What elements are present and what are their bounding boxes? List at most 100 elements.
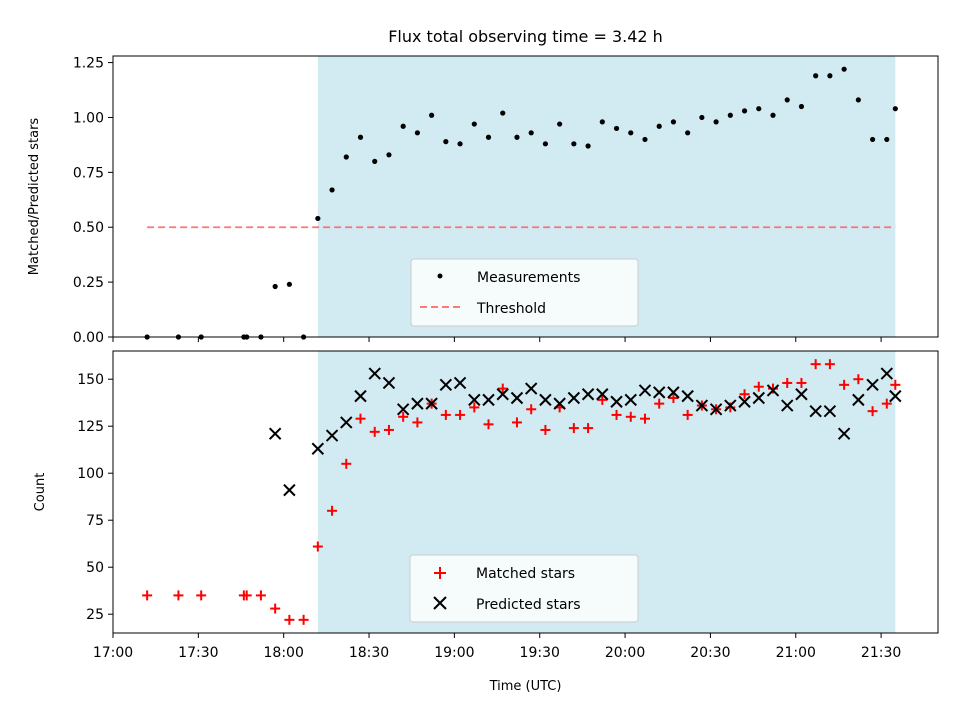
measurement-point [656,123,662,129]
predicted-star-point [781,399,794,412]
matched-star-point [284,614,295,625]
measurement-point [727,112,733,118]
count-legend: Matched stars Predicted stars [409,554,639,623]
x-tick-label: 17:30 [178,645,218,661]
matched-star-point [810,359,821,370]
matched-star-point [796,377,807,388]
matched-star-point [540,424,551,435]
measurement-point [884,136,890,143]
predicted-star-point [596,388,609,401]
predicted-star-point [382,376,396,390]
measurement-point [599,119,605,125]
predicted-star-point [709,403,723,416]
predicted-star-point [510,391,524,405]
matched-star-point [369,426,380,437]
predicted-star-point [368,367,381,380]
legend-label-predicted-stars: Predicted stars [476,597,581,613]
predicted-star-point [889,389,902,403]
matched-star-point [890,379,901,390]
ratio-y-tick-label: 0.00 [73,330,104,346]
measurement-point [286,281,292,287]
measurement-point [485,134,492,140]
predicted-star-point [738,395,751,408]
matched-star-point [611,409,622,420]
count-panel: 25 50 75 100 125 150 17:00 17:30 18:00 18:30 19:0… [33,350,939,694]
measurement-point [443,139,449,145]
measurement-point [329,187,335,193]
measurement-point [272,283,278,290]
measurement-point [827,73,833,79]
matched-star-point [639,413,650,424]
matched-star-point [483,419,494,430]
measurement-point [571,141,577,147]
measurement-point [557,121,563,127]
predicted-star-point [766,384,780,397]
count-y-tick-label: 150 [77,372,104,388]
matched-star-point [455,409,466,420]
measurement-point [414,130,420,136]
ratio-y-tick-label: 0.75 [73,165,104,181]
count-x-ticks: 17:00 17:30 18:00 18:30 19:00 19:30 20:00 20:30… [93,633,901,661]
legend-label-threshold: Threshold [476,301,546,317]
ratio-y-tick-label: 1.25 [73,56,104,72]
matched-star-point [469,402,480,413]
matched-star-point [881,398,892,409]
measurement-point [892,106,898,112]
matched-star-point [173,590,184,601]
matched-star-point [270,603,281,614]
ratio-y-tick-label: 1.00 [73,110,104,126]
matched-star-point [142,590,153,601]
matched-star-point [824,359,835,370]
legend-label-matched-stars: Matched stars [476,566,575,582]
predicted-star-point [268,427,282,440]
predicted-star-point [809,404,822,418]
count-y-ticks: 25 50 75 100 125 150 [77,372,113,623]
measurement-point [585,143,591,149]
matched-star-point [241,590,252,601]
predicted-star-point [610,395,623,408]
ratio-y-tick-label: 0.50 [73,220,104,236]
matched-star-point [753,381,764,392]
matched-star-point [298,614,309,625]
x-tick-label: 20:30 [690,645,730,661]
measurement-point [699,114,705,121]
measurement-point [813,73,819,79]
measurement-point [357,134,364,140]
predicted-star-point [567,391,581,405]
measurement-point [628,130,634,136]
predicted-star-point [695,399,709,412]
matched-stars-points [142,359,901,625]
predicted-star-point [325,429,339,442]
x-tick-label: 21:30 [861,645,901,661]
matched-star-point [597,394,608,405]
predicted-star-point [411,397,424,410]
measurement-point [429,112,435,118]
predicted-star-point [539,393,552,407]
predicted-star-point [496,388,509,401]
matched-star-point [782,377,793,388]
measurement-point [542,141,549,147]
matched-star-point [768,383,778,394]
predicted-star-point [852,393,865,407]
measurement-point [471,121,477,127]
measurement-point [642,136,648,143]
x-tick-label: 18:30 [349,645,389,661]
x-tick-label: 21:00 [776,645,816,661]
matched-star-point [725,402,736,413]
measurement-point [343,154,349,160]
predicted-star-point [340,416,353,429]
matched-star-point [568,423,579,434]
ratio-legend-box [410,258,639,327]
measurement-point [741,108,748,114]
predicted-star-point [396,403,410,416]
chart-title: Flux total observing time = 3.42 h [388,27,663,46]
matched-star-point [668,393,679,403]
x-tick-label: 17:00 [93,645,133,661]
predicted-star-point [425,397,438,410]
count-y-tick-label: 75 [86,513,104,529]
x-tick-label: 20:00 [605,645,645,661]
matched-star-point [739,389,750,400]
predicted-star-point [524,382,538,395]
measurement-point [756,106,762,112]
